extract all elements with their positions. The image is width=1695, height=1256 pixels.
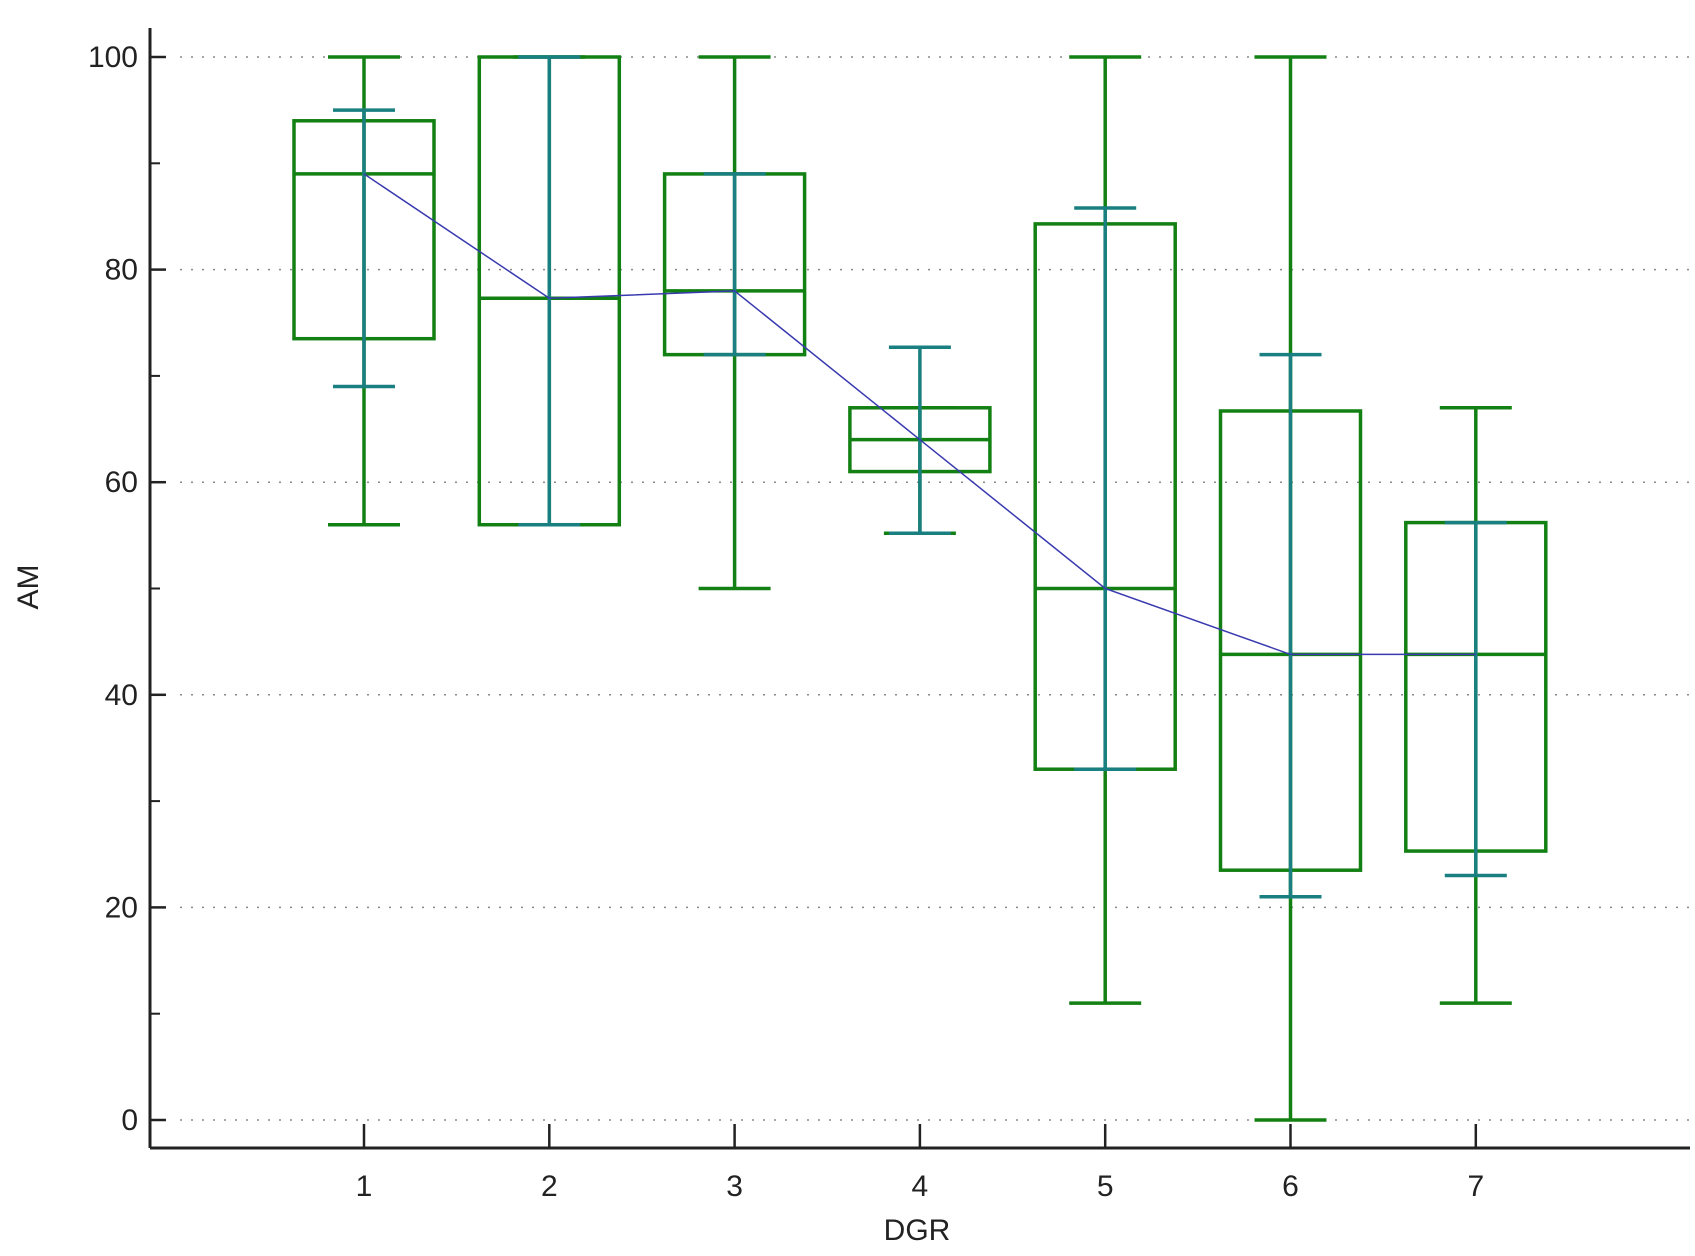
y-tick-label: 60	[105, 466, 138, 499]
y-axis-title: AM	[12, 565, 45, 610]
box-group-3	[662, 55, 807, 591]
grid-layer	[180, 56, 1690, 1121]
box-group-2	[477, 55, 622, 527]
box-group-7	[1404, 406, 1548, 1005]
x-tick-label: 6	[1282, 1170, 1299, 1203]
y-tick-label: 80	[105, 254, 138, 287]
boxes-layer	[292, 55, 1548, 1122]
y-tick-label: 100	[88, 41, 138, 74]
box-group-4	[848, 345, 992, 535]
y-tick-label: 20	[105, 891, 138, 924]
box-group-5	[1033, 55, 1177, 1005]
x-tick-label: 1	[356, 1170, 373, 1203]
x-tick-label: 5	[1097, 1170, 1114, 1203]
x-tick-label: 7	[1467, 1170, 1484, 1203]
x-tick-label: 2	[541, 1170, 558, 1203]
y-tick-label: 40	[105, 679, 138, 712]
x-tick-label: 3	[726, 1170, 743, 1203]
box-group-6	[1218, 55, 1363, 1122]
labels-layer: 0 20 40 60 80 100 1 2 3 4 5 6 7	[88, 41, 1484, 1203]
box-group-1	[292, 55, 436, 527]
axes-layer	[148, 28, 1690, 1150]
x-axis-title: DGR	[884, 1214, 951, 1247]
median-trend-line	[363, 173, 1476, 656]
y-tick-label: 0	[121, 1104, 138, 1137]
x-tick-label: 4	[912, 1170, 929, 1203]
